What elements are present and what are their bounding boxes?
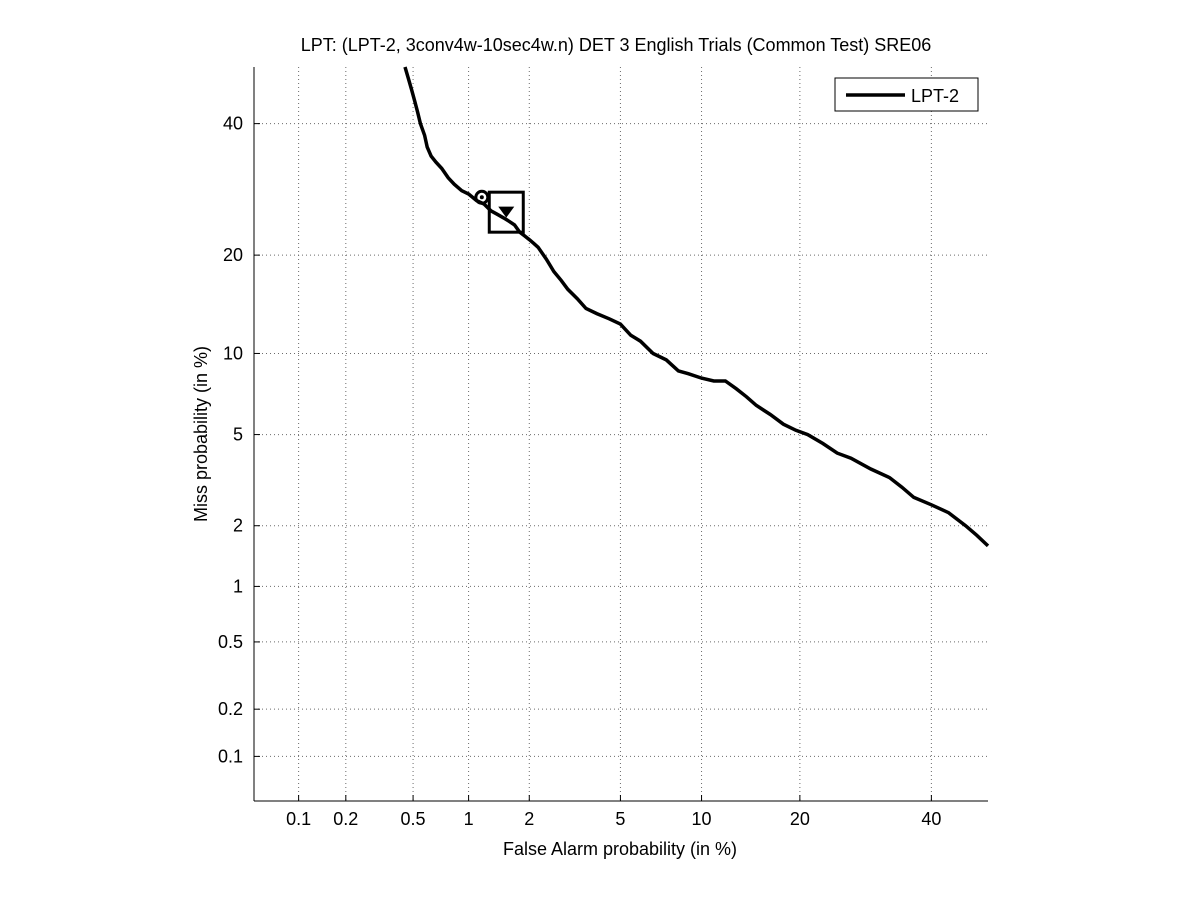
x-tick-label: 2 (524, 809, 534, 829)
y-axis-label: Miss probability (in %) (191, 346, 211, 522)
x-tick-label: 0.5 (401, 809, 426, 829)
x-tick-label: 40 (921, 809, 941, 829)
legend-label-lpt-2: LPT-2 (911, 86, 959, 106)
marker-layer (474, 189, 525, 234)
y-tick-label: 2 (233, 516, 243, 536)
y-tick-label: 40 (223, 114, 243, 134)
y-tick-label: 20 (223, 245, 243, 265)
series-layer (403, 66, 990, 548)
x-tick-label: 0.2 (333, 809, 358, 829)
x-tick-label: 5 (615, 809, 625, 829)
y-tick-label: 0.1 (218, 746, 243, 766)
marker-square (487, 190, 525, 234)
x-ticks: 0.1 0.2 0.5 1 2 5 10 20 40 (286, 795, 941, 829)
chart-title: LPT: (LPT-2, 3conv4w-10sec4w.n) DET 3 En… (301, 35, 932, 55)
marker-circle-dot (479, 195, 484, 200)
y-tick-label: 10 (223, 343, 243, 363)
y-tick-label: 1 (233, 576, 243, 596)
legend: LPT-2 (834, 77, 979, 112)
x-tick-label: 20 (790, 809, 810, 829)
x-tick-label: 0.1 (286, 809, 311, 829)
y-tick-label: 5 (233, 425, 243, 445)
x-tick-label: 10 (692, 809, 712, 829)
series-line-lpt-2 (403, 66, 990, 548)
legend-box (834, 77, 979, 112)
y-tick-label: 0.2 (218, 699, 243, 719)
marker-triangle (498, 206, 515, 218)
x-axis-label: False Alarm probability (in %) (503, 839, 737, 859)
y-ticks: 0.1 0.2 0.5 1 2 5 10 20 40 (218, 114, 260, 766)
y-tick-label: 0.5 (218, 632, 243, 652)
x-tick-label: 1 (464, 809, 474, 829)
